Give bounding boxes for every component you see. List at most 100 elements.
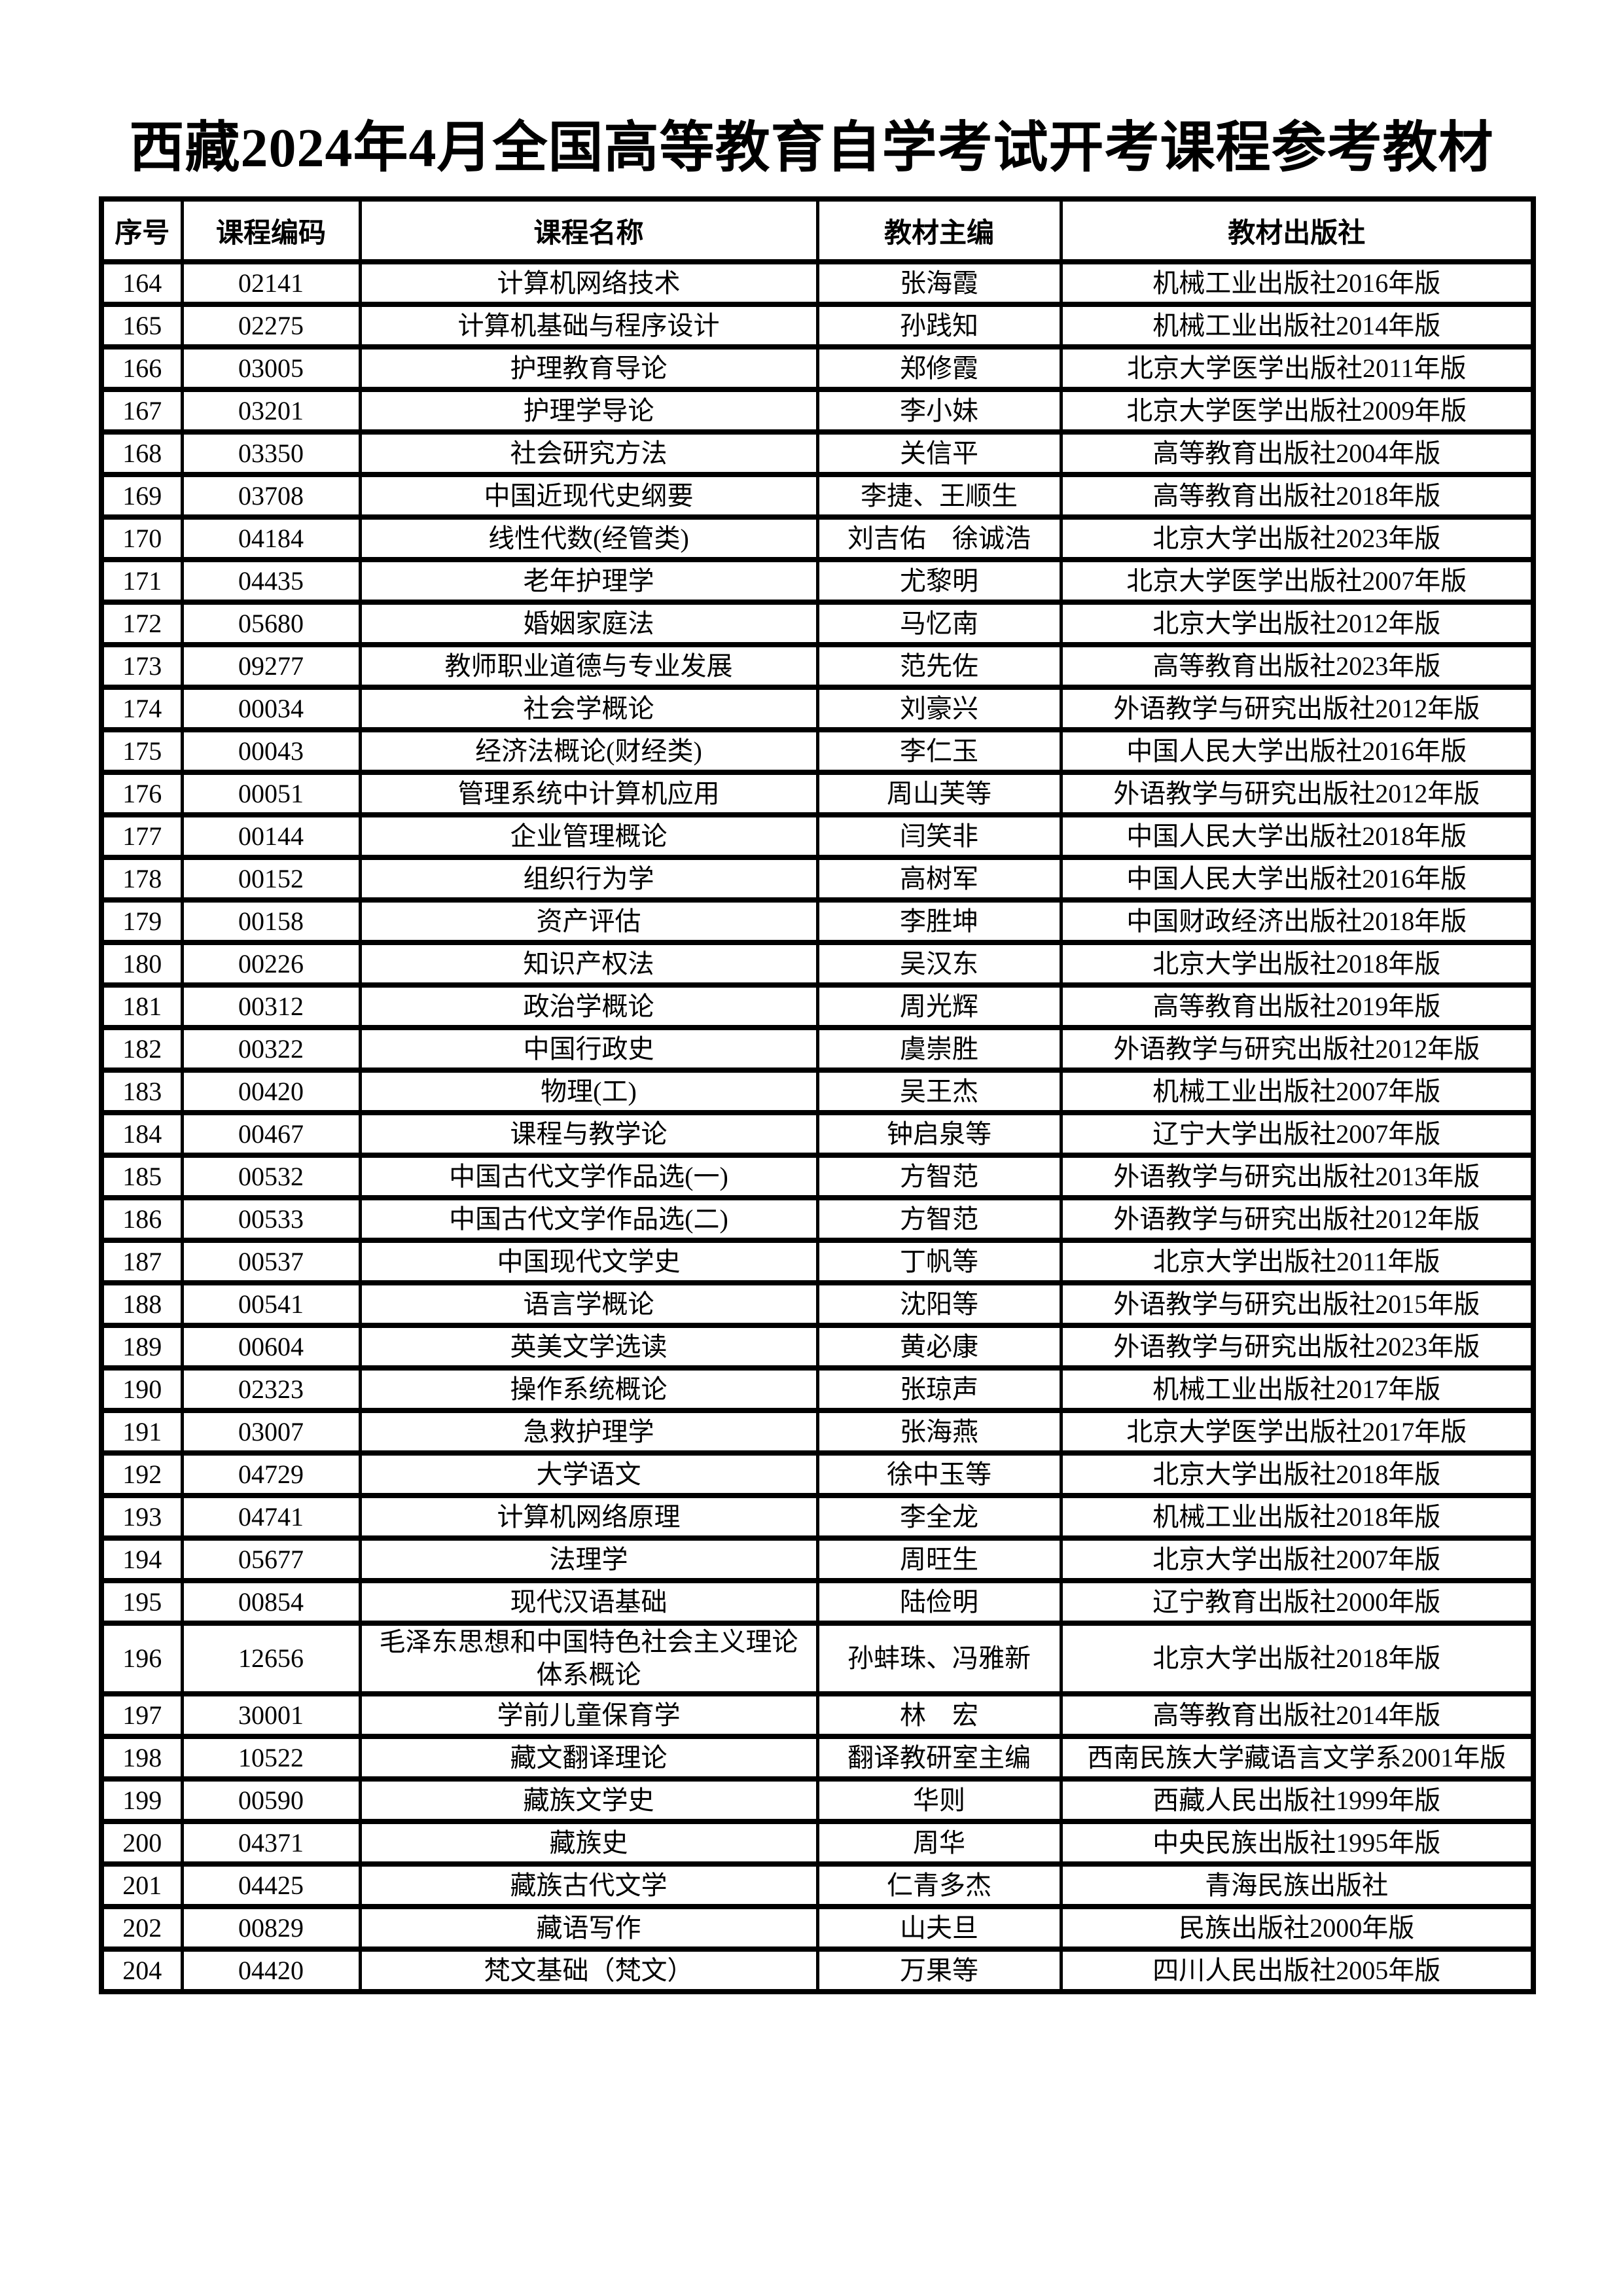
cell-publisher: 北京大学医学出版社2007年版 xyxy=(1059,557,1535,605)
cell-course-name: 组织行为学 xyxy=(358,855,819,903)
cell-course-name: 婚姻家庭法 xyxy=(358,600,819,647)
cell-seq: 164 xyxy=(99,259,184,307)
cell-publisher: 北京大学出版社2007年版 xyxy=(1059,1535,1535,1583)
cell-code: 00144 xyxy=(180,812,362,860)
cell-publisher: 高等教育出版社2004年版 xyxy=(1059,429,1535,477)
cell-publisher: 外语教学与研究出版社2012年版 xyxy=(1059,1025,1535,1073)
cell-course-name: 社会研究方法 xyxy=(358,429,819,477)
cell-course-name: 大学语文 xyxy=(358,1450,819,1498)
cell-seq: 187 xyxy=(99,1238,184,1285)
course-table: 序号 课程编码 课程名称 教材主编 教材出版社 164 02141 计算机网络技术张… xyxy=(99,196,1536,1994)
table-row: 190 02323 操作系统概论 张琼声 机械工业出版社2017年版 xyxy=(99,1365,1535,1413)
cell-publisher: 北京大学医学出版社2009年版 xyxy=(1059,387,1535,435)
cell-code: 00322 xyxy=(180,1025,362,1073)
table-row: 191 03007 急救护理学 张海燕 北京大学医学出版社2017年版 xyxy=(99,1408,1535,1456)
table-row: 201 04425 藏族古代文学 仁青多杰 青海民族出版社 xyxy=(99,1861,1535,1909)
cell-course-name: 中国近现代史纲要 xyxy=(358,472,819,520)
cell-editor: 丁帆等 xyxy=(815,1238,1063,1285)
cell-code: 00533 xyxy=(180,1195,362,1243)
cell-editor: 尤黎明 xyxy=(815,557,1063,605)
cell-code: 05677 xyxy=(180,1535,362,1583)
cell-code: 02275 xyxy=(180,302,362,350)
table-row: 204 04420 梵文基础（梵文） 万果等 四川人民出版社2005年版 xyxy=(99,1946,1535,1994)
cell-publisher: 高等教育出版社2023年版 xyxy=(1059,642,1535,690)
cell-editor: 闫笑非 xyxy=(815,812,1063,860)
cell-code: 00034 xyxy=(180,685,362,732)
cell-code: 03708 xyxy=(180,472,362,520)
cell-code: 02323 xyxy=(180,1365,362,1413)
cell-code: 10522 xyxy=(180,1734,362,1782)
cell-editor: 关信平 xyxy=(815,429,1063,477)
cell-publisher: 青海民族出版社 xyxy=(1059,1861,1535,1909)
cell-seq: 198 xyxy=(99,1734,184,1782)
cell-code: 05680 xyxy=(180,600,362,647)
cell-editor: 陆俭明 xyxy=(815,1578,1063,1626)
table-row: 196 12656 毛泽东思想和中国特色社会主义理论体系概论 孙蚌珠、冯雅新 北京大学出… xyxy=(99,1621,1535,1696)
cell-code: 04729 xyxy=(180,1450,362,1498)
cell-course-name: 资产评估 xyxy=(358,897,819,945)
cell-course-name: 藏族史 xyxy=(358,1819,819,1867)
cell-editor: 马忆南 xyxy=(815,600,1063,647)
cell-course-name: 梵文基础（梵文） xyxy=(358,1946,819,1994)
cell-course-name: 英美文学选读 xyxy=(358,1323,819,1371)
cell-seq: 175 xyxy=(99,727,184,775)
cell-code: 03350 xyxy=(180,429,362,477)
cell-seq: 181 xyxy=(99,982,184,1030)
table-row: 198 10522 藏文翻译理论 翻译教研室主编 西南民族大学藏语言文学系2001年版 xyxy=(99,1734,1535,1782)
table-row: 174 00034 社会学概论 刘豪兴 外语教学与研究出版社2012年版 xyxy=(99,685,1535,732)
cell-course-name: 知识产权法 xyxy=(358,940,819,988)
cell-publisher: 北京大学出版社2018年版 xyxy=(1059,1621,1535,1696)
cell-publisher: 北京大学出版社2012年版 xyxy=(1059,600,1535,647)
cell-seq: 196 xyxy=(99,1621,184,1696)
cell-seq: 167 xyxy=(99,387,184,435)
col-header-publisher: 教材出版社 xyxy=(1059,196,1535,264)
cell-seq: 201 xyxy=(99,1861,184,1909)
table-row: 192 04729 大学语文 徐中玉等 北京大学出版社2018年版 xyxy=(99,1450,1535,1498)
table-row: 185 00532 中国古代文学作品选(一) 方智范 外语教学与研究出版社2013年版 xyxy=(99,1153,1535,1200)
cell-code: 00541 xyxy=(180,1280,362,1328)
cell-publisher: 高等教育出版社2019年版 xyxy=(1059,982,1535,1030)
cell-seq: 171 xyxy=(99,557,184,605)
cell-code: 00152 xyxy=(180,855,362,903)
cell-publisher: 中国人民大学出版社2016年版 xyxy=(1059,727,1535,775)
cell-code: 00604 xyxy=(180,1323,362,1371)
cell-editor: 华则 xyxy=(815,1776,1063,1824)
table-header-row: 序号 课程编码 课程名称 教材主编 教材出版社 xyxy=(99,196,1535,264)
cell-code: 00226 xyxy=(180,940,362,988)
course-table-body: 164 02141 计算机网络技术 张海霞 机械工业出版社2016年版 165 02275 计… xyxy=(99,259,1535,1994)
cell-seq: 189 xyxy=(99,1323,184,1371)
cell-publisher: 机械工业出版社2017年版 xyxy=(1059,1365,1535,1413)
table-row: 177 00144 企业管理概论 闫笑非 中国人民大学出版社2018年版 xyxy=(99,812,1535,860)
cell-code: 00158 xyxy=(180,897,362,945)
cell-editor: 万果等 xyxy=(815,1946,1063,1994)
cell-course-name: 中国行政史 xyxy=(358,1025,819,1073)
cell-code: 04741 xyxy=(180,1493,362,1541)
cell-code: 12656 xyxy=(180,1621,362,1696)
cell-editor: 山夫旦 xyxy=(815,1904,1063,1952)
cell-publisher: 外语教学与研究出版社2013年版 xyxy=(1059,1153,1535,1200)
cell-course-name: 急救护理学 xyxy=(358,1408,819,1456)
cell-course-name: 线性代数(经管类) xyxy=(358,514,819,562)
cell-seq: 173 xyxy=(99,642,184,690)
cell-seq: 182 xyxy=(99,1025,184,1073)
cell-publisher: 北京大学出版社2018年版 xyxy=(1059,1450,1535,1498)
cell-seq: 166 xyxy=(99,344,184,392)
cell-editor: 刘豪兴 xyxy=(815,685,1063,732)
cell-seq: 194 xyxy=(99,1535,184,1583)
table-header: 序号 课程编码 课程名称 教材主编 教材出版社 xyxy=(99,196,1535,264)
cell-course-name: 藏语写作 xyxy=(358,1904,819,1952)
cell-course-name: 现代汉语基础 xyxy=(358,1578,819,1626)
cell-course-name: 藏文翻译理论 xyxy=(358,1734,819,1782)
cell-code: 03201 xyxy=(180,387,362,435)
cell-seq: 204 xyxy=(99,1946,184,1994)
cell-publisher: 高等教育出版社2014年版 xyxy=(1059,1691,1535,1739)
cell-course-name: 经济法概论(财经类) xyxy=(358,727,819,775)
table-row: 195 00854 现代汉语基础 陆俭明 辽宁教育出版社2000年版 xyxy=(99,1578,1535,1626)
cell-publisher: 机械工业出版社2014年版 xyxy=(1059,302,1535,350)
cell-publisher: 北京大学出版社2011年版 xyxy=(1059,1238,1535,1285)
col-header-code: 课程编码 xyxy=(180,196,362,264)
cell-course-name: 藏族文学史 xyxy=(358,1776,819,1824)
cell-code: 03007 xyxy=(180,1408,362,1456)
cell-code: 00829 xyxy=(180,1904,362,1952)
col-header-course: 课程名称 xyxy=(358,196,819,264)
